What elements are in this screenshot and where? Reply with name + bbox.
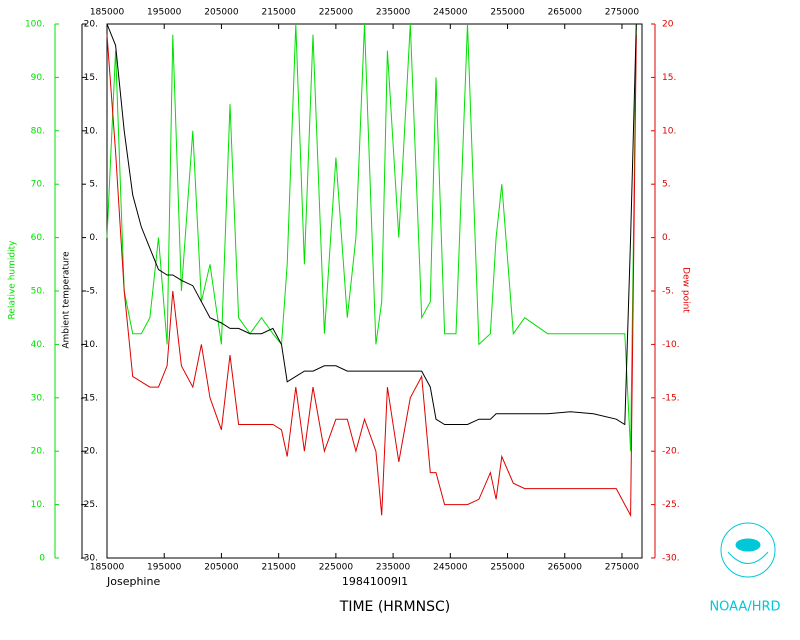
flight-id: 19841009I1 bbox=[342, 575, 408, 588]
y3ticks-label: -15. bbox=[662, 393, 680, 403]
x-tick-label-top: 215000 bbox=[261, 8, 296, 18]
y3ticks-label: -5. bbox=[662, 287, 674, 297]
y3ticks-label: 15. bbox=[662, 73, 676, 83]
noaa-logo bbox=[720, 522, 776, 578]
noaa-hrd: NOAA/HRD bbox=[709, 600, 780, 615]
y2ticks-label: 40. bbox=[31, 340, 45, 350]
x-tick-label: 185000 bbox=[90, 563, 125, 573]
x-tick-label-top: 245000 bbox=[433, 8, 468, 18]
x-tick-label: 265000 bbox=[548, 563, 583, 573]
y2ticks-label: 50. bbox=[31, 287, 45, 297]
y3ticks-label: -25. bbox=[662, 500, 680, 510]
x-tick-label: 225000 bbox=[319, 563, 354, 573]
x-tick-label: 275000 bbox=[605, 563, 640, 573]
x-tick-label-top: 265000 bbox=[548, 8, 583, 18]
yticks-label: 20. bbox=[84, 20, 98, 30]
y3ticks-label: 5. bbox=[662, 180, 671, 190]
y3ticks-label: 20 bbox=[662, 20, 674, 30]
y2ticks-label: 100. bbox=[25, 20, 45, 30]
storm-name: Josephine bbox=[106, 575, 160, 588]
yticks-label: 15. bbox=[84, 73, 98, 83]
y2ticks-label: 0 bbox=[39, 554, 45, 564]
x-tick-label-top: 195000 bbox=[147, 8, 182, 18]
x-tick-label: 195000 bbox=[147, 563, 182, 573]
yticks-label: -30. bbox=[80, 554, 98, 564]
plot-frame bbox=[106, 23, 643, 559]
data-line bbox=[106, 34, 637, 518]
y3ticks-label: -10. bbox=[662, 340, 680, 350]
yticks-label: -25. bbox=[80, 500, 98, 510]
yticks-label: 5. bbox=[89, 180, 98, 190]
x-tick-label: 245000 bbox=[433, 563, 468, 573]
y2ticks-label: 10. bbox=[31, 500, 45, 510]
x-tick-label-top: 235000 bbox=[376, 8, 411, 18]
y2ticks-label: 60. bbox=[31, 233, 45, 243]
x-tick-label-top: 185000 bbox=[90, 8, 125, 18]
y2ticks-label: 20. bbox=[31, 447, 45, 457]
yticks-label: -5. bbox=[86, 287, 98, 297]
dew-label: Dew point bbox=[681, 267, 691, 313]
yticks-label: -10. bbox=[80, 340, 98, 350]
yticks-label: -15. bbox=[80, 393, 98, 403]
y2ticks-label: 70. bbox=[31, 180, 45, 190]
y3ticks-label: -30. bbox=[662, 554, 680, 564]
yticks-label: 10. bbox=[84, 126, 98, 136]
data-line bbox=[106, 23, 637, 426]
y3ticks-label: 0. bbox=[662, 233, 671, 243]
x-tick-label: 205000 bbox=[204, 563, 239, 573]
y3ticks-label: -20. bbox=[662, 447, 680, 457]
x-tick-label: 235000 bbox=[376, 563, 411, 573]
y2ticks-label: 30. bbox=[31, 393, 45, 403]
data-line bbox=[106, 23, 637, 452]
x-axis-label: TIME (HRMNSC) bbox=[339, 599, 450, 615]
temp-label: Ambient temperature bbox=[62, 251, 72, 349]
x-tick-label-top: 275000 bbox=[605, 8, 640, 18]
x-tick-label-top: 255000 bbox=[490, 8, 525, 18]
yticks-label: -20. bbox=[80, 447, 98, 457]
x-tick-label-top: 225000 bbox=[319, 8, 354, 18]
y2ticks-label: 90. bbox=[31, 73, 45, 83]
x-tick-label-top: 205000 bbox=[204, 8, 239, 18]
y2ticks-label: 80. bbox=[31, 126, 45, 136]
yticks-label: 0. bbox=[89, 233, 98, 243]
y3ticks-label: 10. bbox=[662, 126, 676, 136]
x-tick-label: 255000 bbox=[490, 563, 525, 573]
x-tick-label: 215000 bbox=[261, 563, 296, 573]
rh-label: Relative humidity bbox=[8, 240, 18, 320]
